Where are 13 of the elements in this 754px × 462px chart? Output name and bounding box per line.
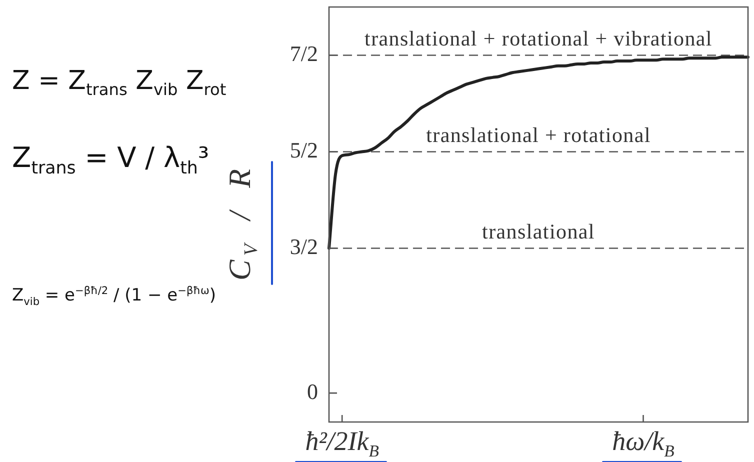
- ref-line-label: translational + rotational: [426, 122, 651, 147]
- line-series: [328, 56, 750, 250]
- y-tick-label: 0: [307, 378, 318, 404]
- y-tick-label: 5/2: [290, 138, 318, 163]
- ref-line-label: translational: [482, 219, 595, 244]
- y-tick-label: 7/2: [290, 41, 318, 66]
- text: Z = Z$_{trans}$ Z$_{vib}$ Z$_{rot}$: [12, 66, 226, 100]
- y-tick-label: 3/2: [290, 234, 318, 260]
- text: Z$_{vib}$ = e$^{−βħ/2}$ / (1 − e$^{−βħω}$): [12, 285, 216, 309]
- ref-line-label: translational + rotational + vibrational: [364, 26, 712, 50]
- x-tick-label: ħ²/2Ik$_{B}$: [305, 426, 379, 460]
- text: Z$_{trans}$ = V / λ$_{th}$³: [12, 140, 210, 180]
- x-tick-label: ħω/k$_{B}$: [612, 426, 674, 460]
